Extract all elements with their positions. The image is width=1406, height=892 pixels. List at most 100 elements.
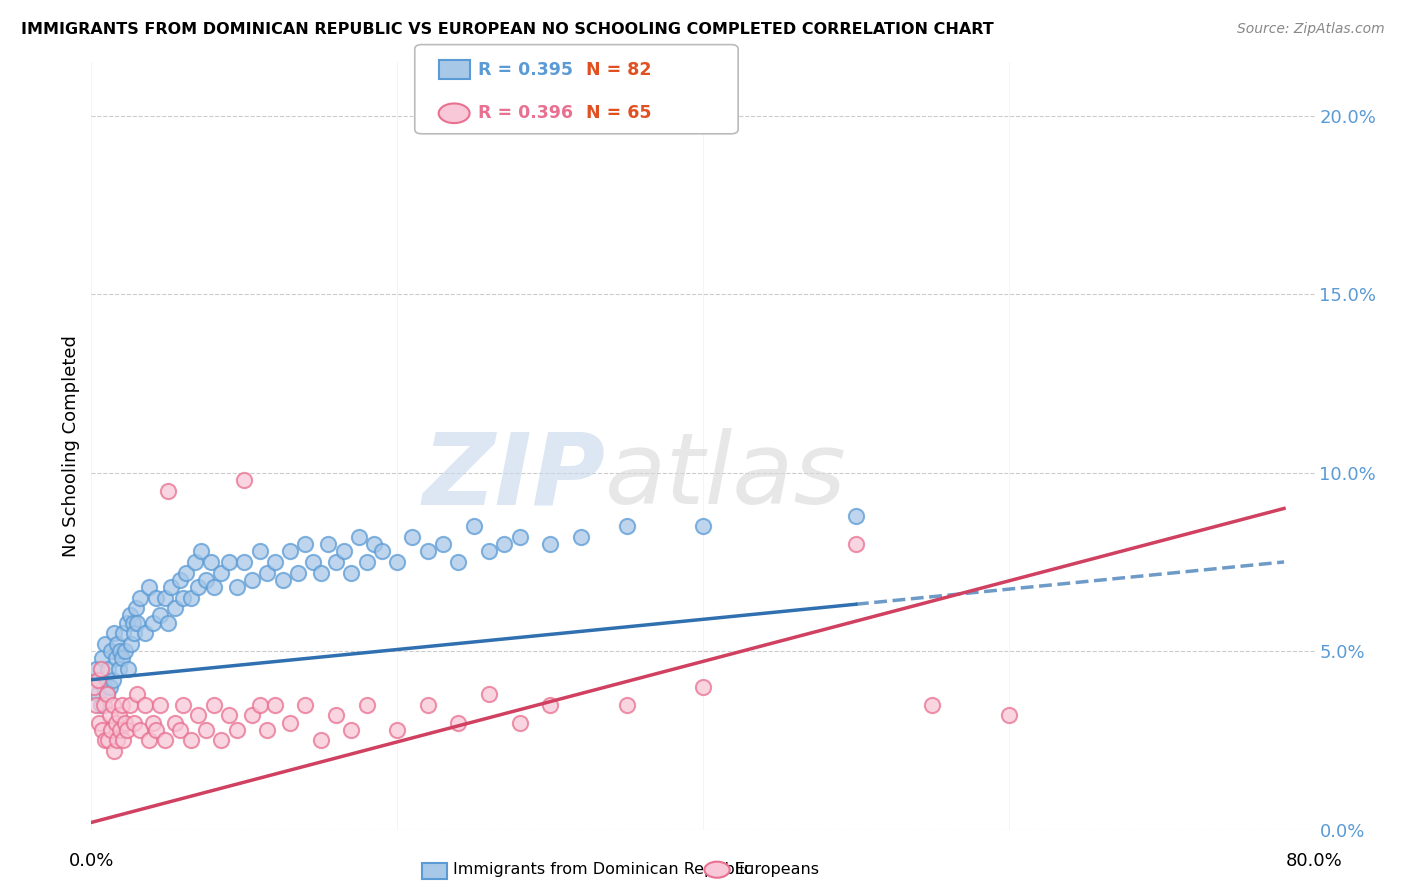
Point [340,566,363,580]
Point [187,580,209,594]
Point [108,708,131,723]
Text: ZIP: ZIP [422,428,605,525]
Point [278,544,301,558]
Point [363,537,385,551]
Point [385,555,409,569]
Point [91,723,114,737]
Point [153,591,176,605]
Point [112,626,135,640]
Point [401,530,423,544]
Point [84,662,107,676]
Point [91,651,114,665]
Point [195,573,218,587]
Point [174,566,197,580]
Point [249,544,271,558]
Point [138,580,160,594]
Point [127,687,149,701]
Point [318,537,340,551]
Point [94,733,117,747]
Point [240,573,263,587]
Text: IMMIGRANTS FROM DOMINICAN REPUBLIC VS EUROPEAN NO SCHOOLING COMPLETED CORRELATIO: IMMIGRANTS FROM DOMINICAN REPUBLIC VS EU… [21,22,994,37]
Point [169,573,191,587]
Point [692,680,714,694]
Point [105,637,128,651]
Point [494,537,516,551]
Point [278,715,301,730]
Point [145,591,167,605]
Point [127,615,149,630]
Point [845,508,868,523]
Point [118,698,141,712]
Point [616,698,638,712]
Point [101,698,124,712]
Point [180,733,202,747]
Point [160,580,183,594]
Point [129,591,152,605]
Point [478,544,501,558]
Point [156,615,179,630]
Point [218,555,240,569]
Point [169,723,191,737]
Point [294,698,316,712]
Point [84,698,107,712]
Point [184,555,207,569]
Point [287,566,309,580]
Point [340,723,363,737]
Point [225,723,247,737]
Point [416,698,439,712]
Point [125,601,148,615]
Point [90,662,112,676]
Point [921,698,943,712]
Point [478,687,501,701]
Point [87,673,110,687]
Point [141,615,163,630]
Point [165,715,187,730]
Point [190,544,212,558]
Point [264,555,287,569]
Point [115,723,138,737]
Point [98,708,121,723]
Point [302,555,325,569]
Point [195,723,218,737]
Point [97,733,120,747]
Point [114,715,136,730]
Point [432,537,454,551]
Text: Source: ZipAtlas.com: Source: ZipAtlas.com [1237,22,1385,37]
Point [209,566,232,580]
Point [356,555,378,569]
Point [156,483,179,498]
Point [538,698,561,712]
Point [115,615,138,630]
Point [202,580,225,594]
Text: 0.0%: 0.0% [69,852,114,870]
Point [998,708,1021,723]
Point [104,715,127,730]
Point [118,608,141,623]
Point [294,537,316,551]
Point [103,744,125,758]
Point [100,723,122,737]
Point [225,580,247,594]
Point [347,530,370,544]
Point [149,698,172,712]
Point [122,715,145,730]
Point [87,715,110,730]
Point [101,673,124,687]
Point [86,687,108,701]
Point [569,530,592,544]
Point [309,733,332,747]
Point [108,662,131,676]
Point [218,708,240,723]
Point [165,601,187,615]
Point [97,662,120,676]
Point [233,555,256,569]
Point [86,673,108,687]
Point [180,591,202,605]
Point [271,573,294,587]
Point [172,591,194,605]
Point [104,651,127,665]
Point [93,680,115,694]
Point [111,651,134,665]
Point [138,733,160,747]
Point [93,698,115,712]
